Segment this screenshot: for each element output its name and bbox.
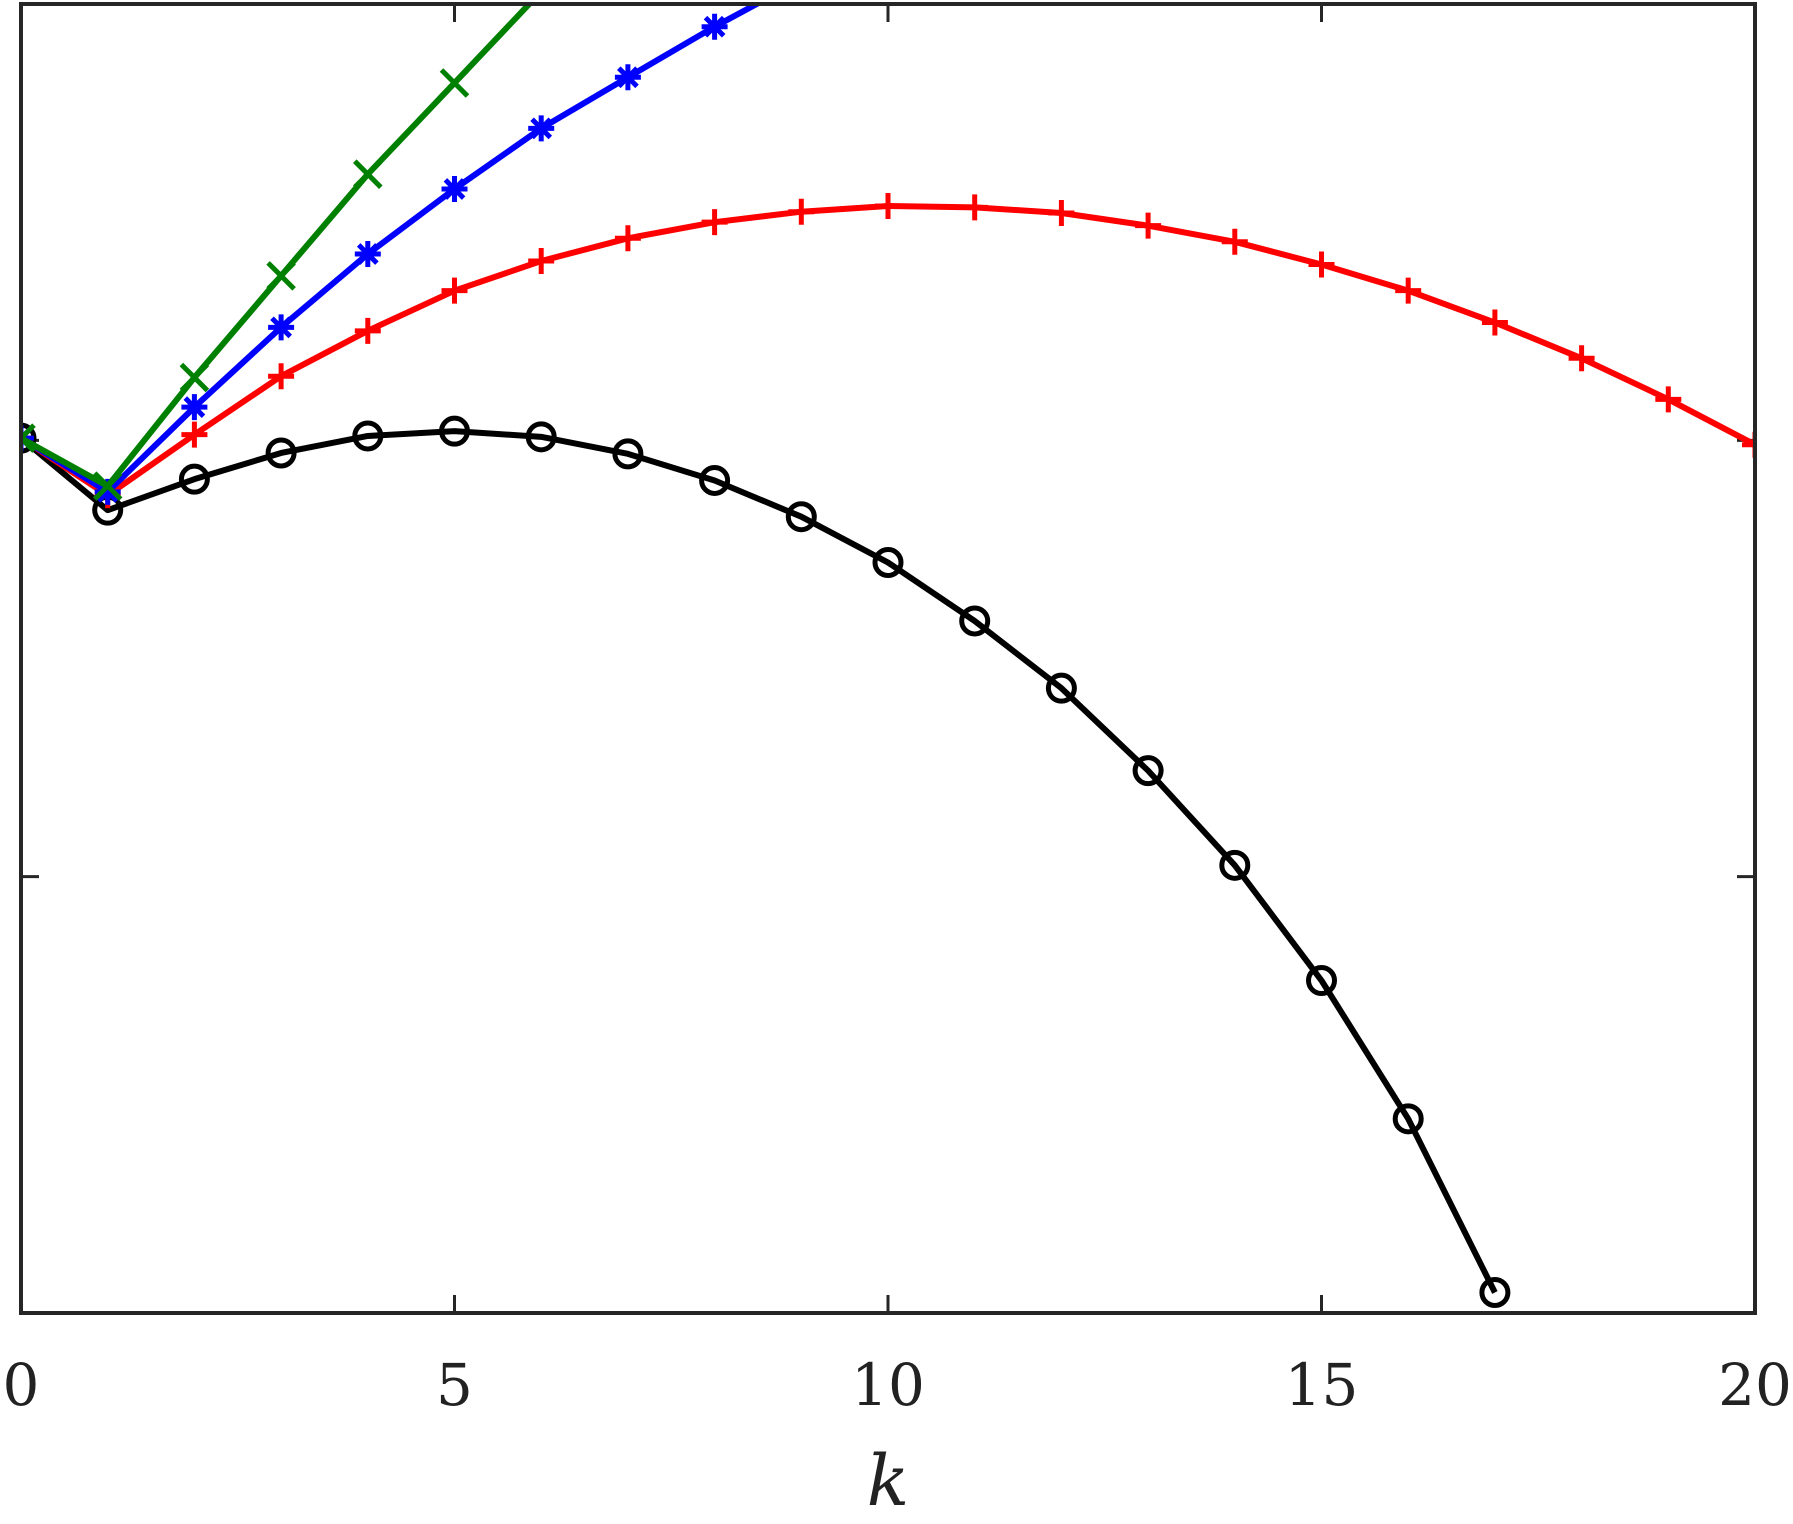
marker	[701, 209, 728, 236]
marker	[179, 362, 210, 393]
marker	[439, 68, 470, 98]
marker	[525, 421, 557, 453]
marker	[441, 277, 468, 304]
marker	[1742, 431, 1755, 458]
x-tick-label: 5	[436, 1351, 473, 1419]
marker	[528, 248, 555, 274]
marker	[21, 423, 36, 453]
marker	[178, 463, 210, 495]
marker	[961, 194, 988, 221]
marker	[1392, 1103, 1424, 1135]
series-line	[21, 428, 1498, 1294]
x-tick-label: 15	[1285, 1351, 1359, 1419]
x-axis-label: k	[867, 1440, 909, 1522]
marker	[1132, 755, 1164, 787]
marker	[785, 501, 817, 533]
marker	[1395, 277, 1422, 304]
marker	[1568, 345, 1595, 372]
x-tick-label: 20	[1718, 1351, 1792, 1419]
marker	[354, 241, 381, 268]
plot-frame	[19, 2, 1757, 1315]
marker	[1479, 1276, 1511, 1308]
marker	[959, 605, 991, 637]
series-line	[21, 4, 764, 495]
marker	[441, 176, 468, 203]
marker	[1219, 849, 1251, 881]
marker	[701, 13, 728, 40]
marker	[266, 261, 296, 291]
marker	[1306, 965, 1337, 997]
marker	[94, 478, 121, 505]
marker	[1048, 200, 1075, 227]
marker	[92, 471, 123, 501]
marker	[439, 415, 470, 447]
marker	[181, 394, 208, 421]
marker	[872, 547, 904, 579]
x-tick-label: 10	[851, 1351, 925, 1419]
marker	[353, 159, 383, 189]
marker	[268, 314, 295, 341]
marker	[1045, 672, 1077, 704]
marker	[614, 64, 641, 91]
marker	[1655, 386, 1682, 413]
marker	[181, 421, 208, 448]
plot-area	[21, 4, 1755, 1308]
marker	[265, 437, 297, 469]
marker	[352, 420, 384, 452]
marker	[875, 193, 901, 220]
marker	[614, 225, 641, 252]
marker	[1135, 212, 1162, 239]
marker	[528, 115, 555, 142]
marker	[699, 464, 731, 496]
marker	[788, 198, 815, 225]
marker	[354, 317, 381, 344]
x-tick-label: 0	[3, 1351, 40, 1419]
marker	[1221, 228, 1248, 255]
marker	[1308, 251, 1335, 278]
marker	[268, 363, 295, 390]
marker	[612, 438, 644, 470]
marker	[1481, 309, 1508, 336]
